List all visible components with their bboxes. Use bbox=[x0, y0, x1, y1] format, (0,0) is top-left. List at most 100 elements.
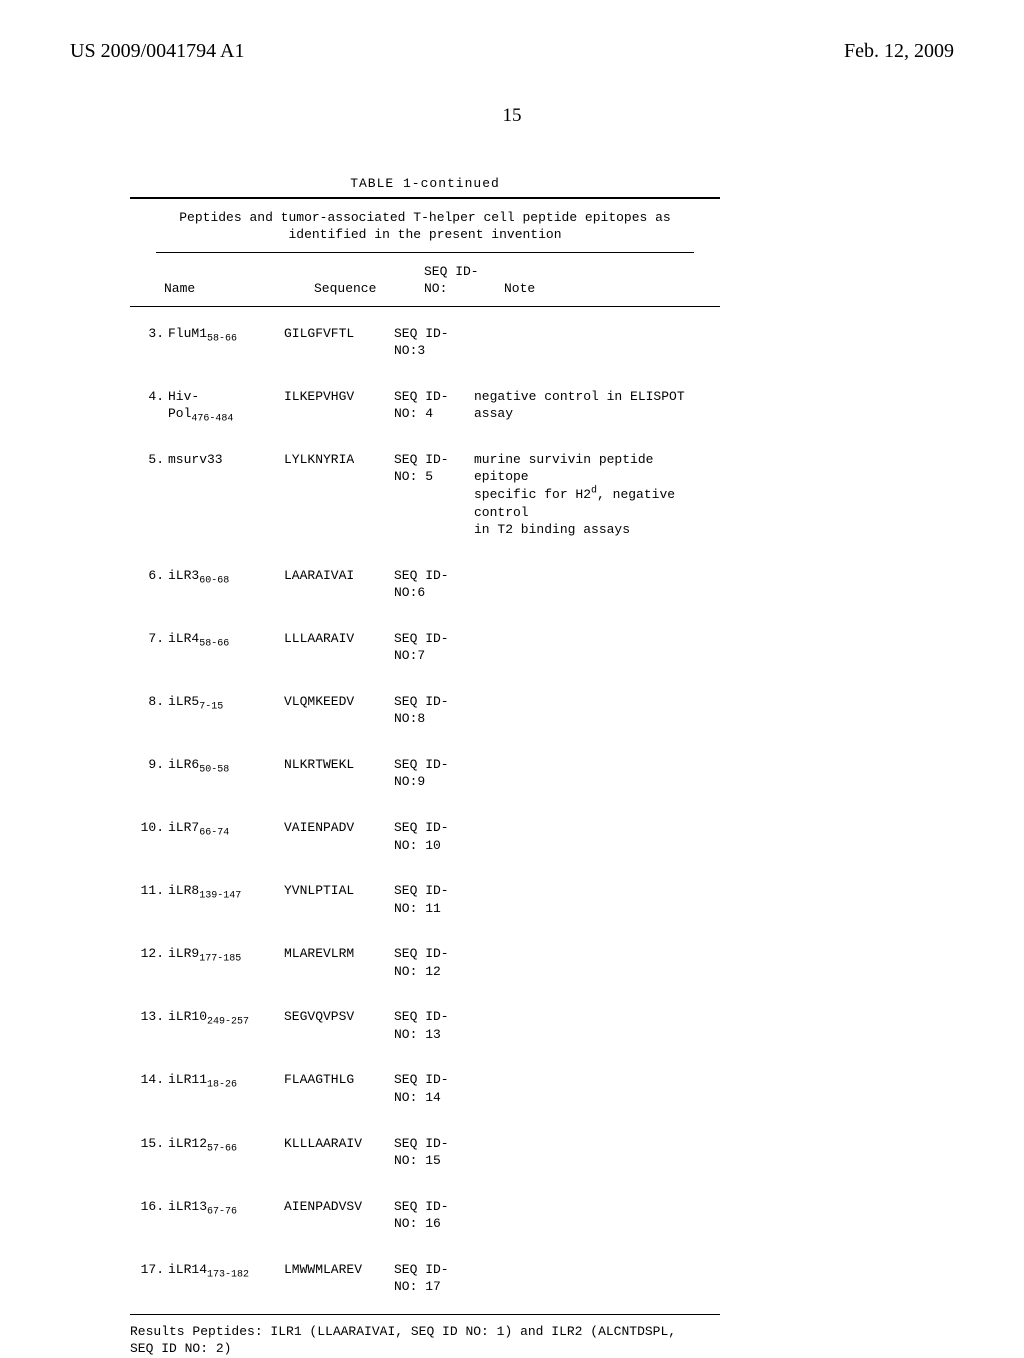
row-name-line1: iLR766-74 bbox=[168, 819, 284, 837]
row-seqid: SEQ ID-NO:6 bbox=[394, 567, 474, 602]
table-row: 3.FluM158-66GILGFVFTLSEQ ID-NO:3 bbox=[130, 311, 720, 374]
row-sequence: MLAREVLRM bbox=[284, 945, 394, 963]
row-name-line2: Pol476-484 bbox=[168, 405, 284, 423]
table-title: Peptides and tumor-associated T-helper c… bbox=[130, 199, 720, 252]
row-number: 13. bbox=[130, 1008, 168, 1026]
row-seqid: SEQ ID-NO: 5 bbox=[394, 451, 474, 486]
col-header-sequence: Sequence bbox=[314, 263, 424, 298]
row-name: iLR1257-66 bbox=[168, 1135, 284, 1153]
row-name-line1: iLR650-58 bbox=[168, 756, 284, 774]
publication-date: Feb. 12, 2009 bbox=[844, 40, 954, 63]
row-seqid-l2: NO: 4 bbox=[394, 405, 474, 423]
row-number: 7. bbox=[130, 630, 168, 648]
table-caption: TABLE 1-continued bbox=[130, 175, 720, 193]
table-row: 15.iLR1257-66KLLLAARAIVSEQ ID-NO: 15 bbox=[130, 1121, 720, 1184]
row-name: iLR8139-147 bbox=[168, 882, 284, 900]
row-name-line1: iLR57-15 bbox=[168, 693, 284, 711]
row-number: 9. bbox=[130, 756, 168, 774]
table-row: 6.iLR360-68LAARAIVAISEQ ID-NO:6 bbox=[130, 553, 720, 616]
row-seqid-l1: SEQ ID- bbox=[394, 945, 474, 963]
footer-line1: Results Peptides: ILR1 (LLAARAIVAI, SEQ … bbox=[130, 1323, 720, 1341]
row-seqid-l2: NO: 16 bbox=[394, 1215, 474, 1233]
row-sequence: VAIENPADV bbox=[284, 819, 394, 837]
row-seqid-l2: NO: 14 bbox=[394, 1089, 474, 1107]
table-row: 16.iLR1367-76AIENPADVSVSEQ ID-NO: 16 bbox=[130, 1184, 720, 1247]
row-seqid-l2: NO: 13 bbox=[394, 1026, 474, 1044]
row-note-l3: in T2 binding assays bbox=[474, 521, 712, 539]
row-note: negative control in ELISPOT assay bbox=[474, 388, 720, 423]
row-seqid-l2: NO: 5 bbox=[394, 468, 474, 486]
row-name: iLR766-74 bbox=[168, 819, 284, 837]
table-row: 5.msurv33LYLKNYRIASEQ ID-NO: 5murine sur… bbox=[130, 437, 720, 553]
row-name: msurv33 bbox=[168, 451, 284, 469]
row-seqid-l1: SEQ ID- bbox=[394, 1198, 474, 1216]
row-number: 3. bbox=[130, 325, 168, 343]
rule-bottom bbox=[130, 1314, 720, 1315]
row-seqid-l1: SEQ ID- bbox=[394, 1071, 474, 1089]
row-note: murine survivin peptide epitopespecific … bbox=[474, 451, 720, 539]
row-number: 14. bbox=[130, 1071, 168, 1089]
row-seqid: SEQ ID-NO:7 bbox=[394, 630, 474, 665]
row-number: 5. bbox=[130, 451, 168, 469]
row-seqid-l1: SEQ ID- bbox=[394, 1008, 474, 1026]
row-name-line1: iLR9177-185 bbox=[168, 945, 284, 963]
row-number: 12. bbox=[130, 945, 168, 963]
row-name: iLR458-66 bbox=[168, 630, 284, 648]
row-seqid: SEQ ID-NO:8 bbox=[394, 693, 474, 728]
row-seqid-l2: NO: 12 bbox=[394, 963, 474, 981]
row-name-line1: msurv33 bbox=[168, 451, 284, 469]
row-seqid-l1: SEQ ID- bbox=[394, 693, 474, 711]
col-header-note-text: Note bbox=[504, 280, 720, 298]
row-seqid: SEQ ID-NO: 10 bbox=[394, 819, 474, 854]
row-name: iLR57-15 bbox=[168, 693, 284, 711]
row-seqid-l2: NO: 15 bbox=[394, 1152, 474, 1170]
table-row: 14.iLR1118-26FLAAGTHLGSEQ ID-NO: 14 bbox=[130, 1057, 720, 1120]
row-sequence: LMWWMLAREV bbox=[284, 1261, 394, 1279]
header-row: US 2009/0041794 A1 Feb. 12, 2009 bbox=[70, 40, 954, 63]
row-number: 8. bbox=[130, 693, 168, 711]
footer-line2: SEQ ID NO: 2) bbox=[130, 1340, 720, 1358]
col-header-name: Name bbox=[130, 263, 314, 298]
row-seqid-l1: SEQ ID- bbox=[394, 756, 474, 774]
row-note-l1: murine survivin peptide epitope bbox=[474, 451, 712, 486]
row-seqid: SEQ ID-NO: 4 bbox=[394, 388, 474, 423]
row-seqid-l1: SEQ ID- bbox=[394, 567, 474, 585]
table-row: 12.iLR9177-185MLAREVLRMSEQ ID-NO: 12 bbox=[130, 931, 720, 994]
row-seqid-l1: SEQ ID- bbox=[394, 882, 474, 900]
table-row: 9.iLR650-58NLKRTWEKLSEQ ID-NO:9 bbox=[130, 742, 720, 805]
row-note-l1: negative control in ELISPOT assay bbox=[474, 388, 712, 423]
table-title-line1: Peptides and tumor-associated T-helper c… bbox=[156, 209, 694, 227]
row-number: 10. bbox=[130, 819, 168, 837]
col-header-sequence-text: Sequence bbox=[314, 280, 424, 298]
row-name: iLR1367-76 bbox=[168, 1198, 284, 1216]
row-name: iLR650-58 bbox=[168, 756, 284, 774]
col-header-name-text: Name bbox=[164, 280, 314, 298]
publication-number: US 2009/0041794 A1 bbox=[70, 40, 244, 63]
row-seqid-l2: NO:7 bbox=[394, 647, 474, 665]
row-sequence: AIENPADVSV bbox=[284, 1198, 394, 1216]
peptide-table: TABLE 1-continued Peptides and tumor-ass… bbox=[130, 175, 720, 1315]
row-name: iLR10249-257 bbox=[168, 1008, 284, 1026]
row-seqid-l2: NO: 11 bbox=[394, 900, 474, 918]
row-seqid-l1: SEQ ID- bbox=[394, 1261, 474, 1279]
row-sequence: NLKRTWEKL bbox=[284, 756, 394, 774]
row-seqid: SEQ ID-NO: 11 bbox=[394, 882, 474, 917]
row-name-line1: Hiv- bbox=[168, 388, 284, 406]
row-seqid: SEQ ID-NO:9 bbox=[394, 756, 474, 791]
table-row: 7.iLR458-66LLLAARAIVSEQ ID-NO:7 bbox=[130, 616, 720, 679]
row-seqid-l2: NO: 10 bbox=[394, 837, 474, 855]
row-number: 6. bbox=[130, 567, 168, 585]
row-seqid: SEQ ID-NO:3 bbox=[394, 325, 474, 360]
row-number: 16. bbox=[130, 1198, 168, 1216]
row-name-line1: iLR360-68 bbox=[168, 567, 284, 585]
col-header-note: Note bbox=[504, 263, 720, 298]
row-name: iLR9177-185 bbox=[168, 945, 284, 963]
table-row: 8.iLR57-15VLQMKEEDVSEQ ID-NO:8 bbox=[130, 679, 720, 742]
table-row: 13.iLR10249-257SEGVQVPSVSEQ ID-NO: 13 bbox=[130, 994, 720, 1057]
row-number: 17. bbox=[130, 1261, 168, 1279]
column-headers: Name Sequence SEQ ID- NO: Note bbox=[130, 253, 720, 306]
row-seqid: SEQ ID-NO: 13 bbox=[394, 1008, 474, 1043]
row-seqid: SEQ ID-NO: 17 bbox=[394, 1261, 474, 1296]
row-seqid-l1: SEQ ID- bbox=[394, 819, 474, 837]
row-name-line1: FluM158-66 bbox=[168, 325, 284, 343]
